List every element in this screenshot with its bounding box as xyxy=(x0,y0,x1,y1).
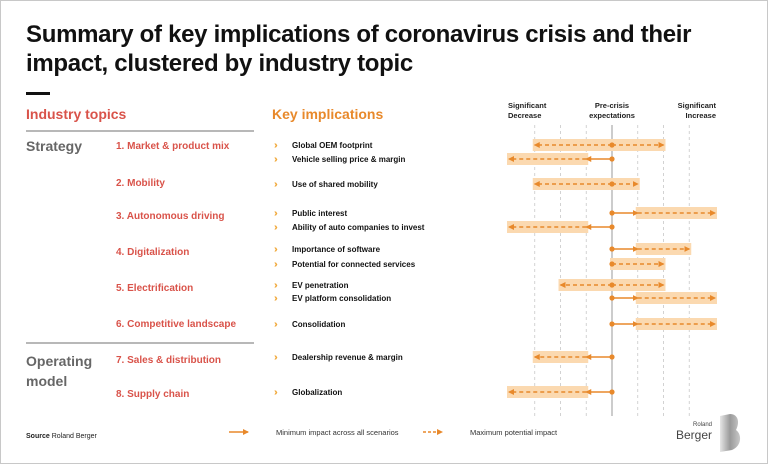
origin-dot xyxy=(609,181,615,187)
implication-item: ›› EV platform consolidation xyxy=(274,293,391,304)
origin-dot xyxy=(609,295,615,301)
legend-item-solid: Minimum impact across all scenarios xyxy=(256,428,399,437)
implication-item: ›› Potential for connected services xyxy=(274,259,415,270)
origin-dot xyxy=(609,389,615,395)
industry-topics-header: Industry topics xyxy=(26,106,127,122)
legend-label: Maximum potential impact xyxy=(470,428,558,437)
origin-dot xyxy=(609,282,615,288)
implication-label: Vehicle selling price & margin xyxy=(292,155,406,164)
double-chevron-icon: ›› xyxy=(274,259,278,270)
group-strategy: Strategy xyxy=(26,138,83,154)
key-implications-header: Key implications xyxy=(272,106,384,122)
impact-band xyxy=(532,351,589,363)
implication-label: Importance of software xyxy=(292,245,381,254)
source-label: Source xyxy=(26,433,50,440)
group-operating-model: Operating model xyxy=(26,353,93,389)
origin-dot xyxy=(609,156,615,162)
implication-label: Global OEM footprint xyxy=(292,141,373,150)
implication-item: ›› Vehicle selling price & margin xyxy=(274,154,405,165)
origin-dot xyxy=(609,321,615,327)
scale-label-increase: Significant Increase xyxy=(677,101,716,120)
double-chevron-icon: ›› xyxy=(274,319,278,330)
double-chevron-icon: ›› xyxy=(274,208,278,219)
implication-item: ›› EV penetration xyxy=(274,280,348,291)
divider-top xyxy=(26,130,254,132)
logo-text-berger: Berger xyxy=(675,428,712,442)
impact-band xyxy=(532,139,666,151)
double-chevron-icon: ›› xyxy=(274,154,278,165)
scale-label-pre-crisis: Pre-crisis expectations xyxy=(589,101,635,120)
double-chevron-icon: ›› xyxy=(274,352,278,363)
origin-dot xyxy=(609,142,615,148)
implication-label: Potential for connected services xyxy=(292,260,416,269)
origin-dot xyxy=(609,246,615,252)
double-chevron-icon: ›› xyxy=(274,387,278,398)
topic-electrification: 5. Electrification xyxy=(116,283,194,294)
legend-label: Minimum impact across all scenarios xyxy=(276,428,399,437)
implication-item: ›› Globalization xyxy=(274,387,342,398)
implication-label: Public interest xyxy=(292,209,348,218)
implication-label: EV penetration xyxy=(292,281,349,290)
implication-item: ›› Use of shared mobility xyxy=(274,179,378,190)
impact-band xyxy=(635,243,692,255)
implication-label: Globalization xyxy=(292,388,343,397)
implication-item: ›› Importance of software xyxy=(274,244,380,255)
double-chevron-icon: ›› xyxy=(274,179,278,190)
divider-middle xyxy=(26,342,254,344)
scale-label-decrease: Significant Decrease xyxy=(508,101,547,120)
legend-item-dashed: Maximum potential impact xyxy=(450,428,557,437)
title-underline xyxy=(26,92,50,95)
topic-digitalization: 4. Digitalization xyxy=(116,247,190,258)
implication-label: Consolidation xyxy=(292,320,346,329)
source-note: Source Roland Berger xyxy=(26,433,97,440)
impact-band xyxy=(532,178,640,190)
origin-dot xyxy=(609,210,615,216)
topic-mobility: 2. Mobility xyxy=(116,178,165,189)
implication-label: EV platform consolidation xyxy=(292,294,392,303)
double-chevron-icon: ›› xyxy=(274,140,278,151)
double-chevron-icon: ›› xyxy=(274,293,278,304)
logo-text-roland: Roland xyxy=(692,422,712,428)
implication-label: Ability of auto companies to invest xyxy=(292,223,425,232)
topic-supply-chain: 8. Supply chain xyxy=(116,389,190,400)
double-chevron-icon: ›› xyxy=(274,280,278,291)
implication-item: ›› Ability of auto companies to invest xyxy=(274,222,424,233)
topic-market-product-mix: 1. Market & product mix xyxy=(116,141,230,152)
origin-dot xyxy=(609,224,615,230)
topic-autonomous-driving: 3. Autonomous driving xyxy=(116,211,225,222)
roland-berger-logo: Roland Berger xyxy=(668,414,742,452)
implication-item: ›› Public interest xyxy=(274,208,347,219)
origin-dot xyxy=(609,261,615,267)
implication-label: Use of shared mobility xyxy=(292,180,378,189)
topic-sales-distribution: 7. Sales & distribution xyxy=(116,355,222,366)
implication-item: ›› Global OEM footprint xyxy=(274,140,372,151)
page-title: Summary of key implications of coronavir… xyxy=(26,21,692,77)
implication-item: ›› Consolidation xyxy=(274,319,345,330)
implication-item: ›› Dealership revenue & margin xyxy=(274,352,403,363)
logo-b-icon xyxy=(720,414,741,452)
impact-band xyxy=(610,258,666,270)
origin-dot xyxy=(609,354,615,360)
double-chevron-icon: ›› xyxy=(274,244,278,255)
topic-competitive-landscape: 6. Competitive landscape xyxy=(116,319,237,330)
double-chevron-icon: ›› xyxy=(274,222,278,233)
source-value: Roland Berger xyxy=(51,433,97,440)
implication-label: Dealership revenue & margin xyxy=(292,353,403,362)
